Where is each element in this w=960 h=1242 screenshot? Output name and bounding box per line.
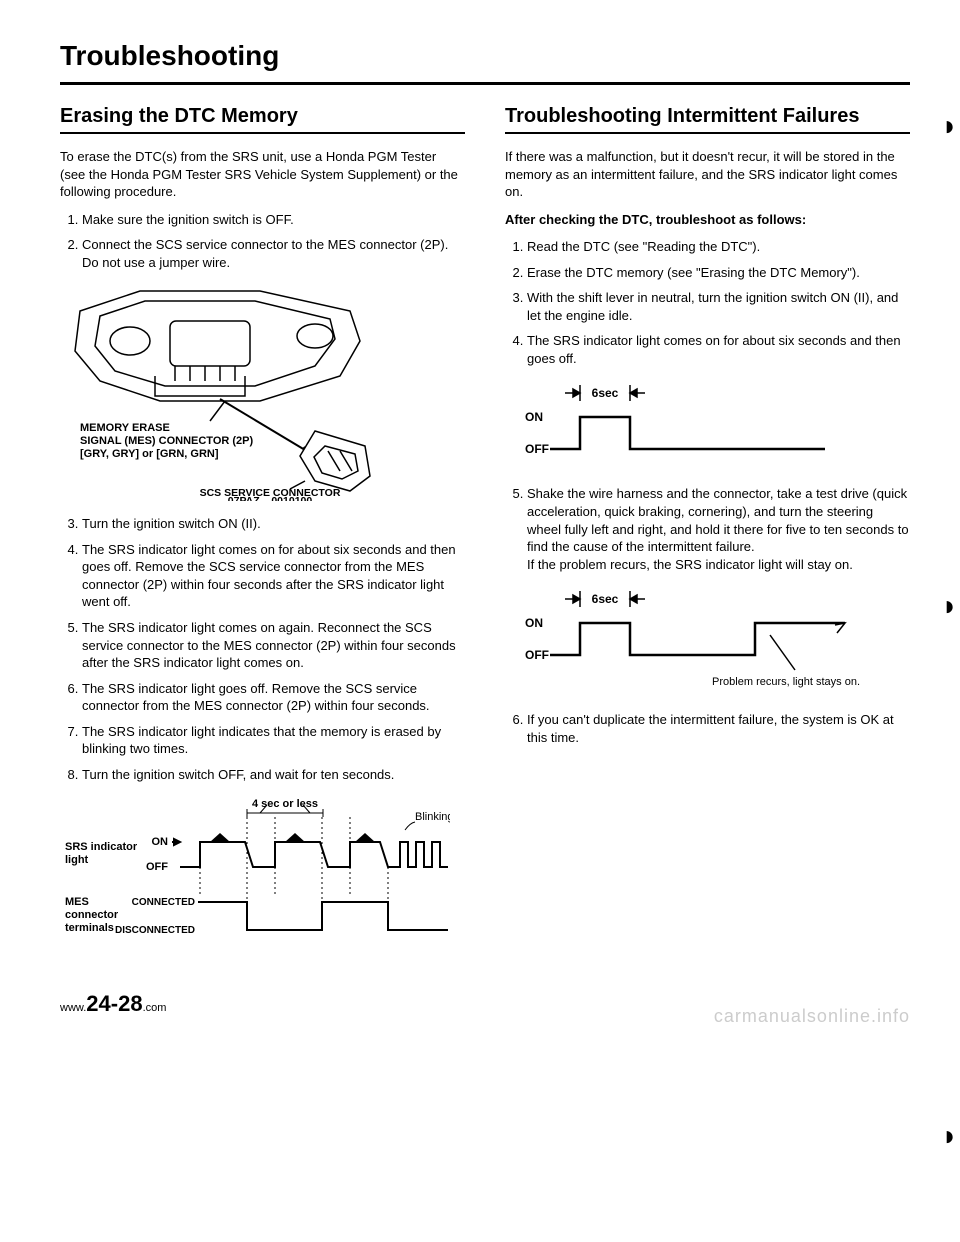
check-heading: After checking the DTC, troubleshoot as … bbox=[505, 211, 910, 229]
svg-text:Problem recurs, light stays on: Problem recurs, light stays on. bbox=[712, 676, 860, 688]
divider bbox=[60, 82, 910, 85]
page-edge-marks: ◗ ◗ ◗ bbox=[930, 0, 960, 1037]
svg-text:CONNECTED: CONNECTED bbox=[132, 897, 195, 908]
svg-text:light: light bbox=[65, 854, 89, 866]
list-item: Turn the ignition switch ON (II). bbox=[82, 515, 465, 533]
steps-list: Read the DTC (see "Reading the DTC"). Er… bbox=[505, 238, 910, 367]
list-item: The SRS indicator light comes on for abo… bbox=[527, 332, 910, 367]
svg-text:SIGNAL (MES) CONNECTOR (2P): SIGNAL (MES) CONNECTOR (2P) bbox=[80, 435, 253, 447]
list-item: Read the DTC (see "Reading the DTC"). bbox=[527, 238, 910, 256]
list-item: If you can't duplicate the intermittent … bbox=[527, 711, 910, 746]
svg-text:OFF: OFF bbox=[525, 442, 549, 456]
pulse-diagram-2: 6sec ON OFF Problem recurs, light stays … bbox=[505, 585, 910, 695]
steps-list-1: Make sure the ignition switch is OFF. Co… bbox=[60, 211, 465, 272]
steps-list: Shake the wire harness and the connector… bbox=[505, 485, 910, 573]
divider bbox=[505, 132, 910, 134]
list-item: The SRS indicator light comes on again. … bbox=[82, 619, 465, 672]
divider bbox=[60, 132, 465, 134]
svg-text:Blinking: Blinking bbox=[415, 811, 450, 823]
list-item: Turn the ignition switch OFF, and wait f… bbox=[82, 766, 465, 784]
drop-icon: ◗ bbox=[941, 590, 958, 622]
svg-text:connector: connector bbox=[65, 909, 119, 921]
svg-text:OFF: OFF bbox=[146, 861, 168, 873]
list-item: The SRS indicator light comes on for abo… bbox=[82, 541, 465, 611]
list-item: Shake the wire harness and the connector… bbox=[527, 485, 910, 573]
intro-text: To erase the DTC(s) from the SRS unit, u… bbox=[60, 148, 465, 201]
drop-icon: ◗ bbox=[941, 110, 958, 142]
svg-text:4 sec or less: 4 sec or less bbox=[252, 798, 318, 810]
list-item: The SRS indicator light indicates that t… bbox=[82, 723, 465, 758]
steps-list-2: Turn the ignition switch ON (II). The SR… bbox=[60, 515, 465, 783]
engine-figure: MEMORY ERASE SIGNAL (MES) CONNECTOR (2P)… bbox=[60, 281, 465, 501]
timing-diagram: 4 sec or less Blinking SRS indicator lig… bbox=[60, 795, 465, 945]
svg-text:07PAZ – 0010100: 07PAZ – 0010100 bbox=[228, 495, 313, 501]
list-item: The SRS indicator light goes off. Remove… bbox=[82, 680, 465, 715]
steps-list: If you can't duplicate the intermittent … bbox=[505, 711, 910, 746]
right-subtitle: Troubleshooting Intermittent Failures bbox=[505, 105, 910, 128]
url-prefix: www. bbox=[60, 1002, 86, 1014]
pulse-diagram-1: 6sec ON OFF bbox=[505, 379, 910, 469]
watermark: carmanualsonline.info bbox=[714, 1006, 910, 1027]
right-column: Troubleshooting Intermittent Failures If… bbox=[505, 105, 910, 961]
svg-text:ON: ON bbox=[525, 616, 543, 630]
url-suffix: .com bbox=[143, 1002, 167, 1014]
list-item: Connect the SCS service connector to the… bbox=[82, 236, 465, 271]
left-column: Erasing the DTC Memory To erase the DTC(… bbox=[60, 105, 465, 961]
list-item: With the shift lever in neutral, turn th… bbox=[527, 289, 910, 324]
svg-text:6sec: 6sec bbox=[592, 592, 619, 606]
list-item: Make sure the ignition switch is OFF. bbox=[82, 211, 465, 229]
svg-text:ON: ON bbox=[525, 410, 543, 424]
svg-text:6sec: 6sec bbox=[592, 386, 619, 400]
svg-text:terminals: terminals bbox=[65, 922, 114, 934]
intro-text: If there was a malfunction, but it doesn… bbox=[505, 148, 910, 201]
svg-text:DISCONNECTED: DISCONNECTED bbox=[115, 925, 195, 936]
svg-text:ON: ON bbox=[152, 836, 169, 848]
page-title: Troubleshooting bbox=[60, 40, 910, 72]
drop-icon: ◗ bbox=[941, 1120, 958, 1152]
svg-text:SRS indicator: SRS indicator bbox=[65, 841, 138, 853]
svg-text:[GRY, GRY] or [GRN, GRN]: [GRY, GRY] or [GRN, GRN] bbox=[80, 448, 219, 460]
fig-label: MEMORY ERASE bbox=[80, 422, 170, 434]
svg-text:MES: MES bbox=[65, 896, 89, 908]
list-item: Erase the DTC memory (see "Erasing the D… bbox=[527, 264, 910, 282]
left-subtitle: Erasing the DTC Memory bbox=[60, 105, 465, 128]
svg-text:OFF: OFF bbox=[525, 648, 549, 662]
